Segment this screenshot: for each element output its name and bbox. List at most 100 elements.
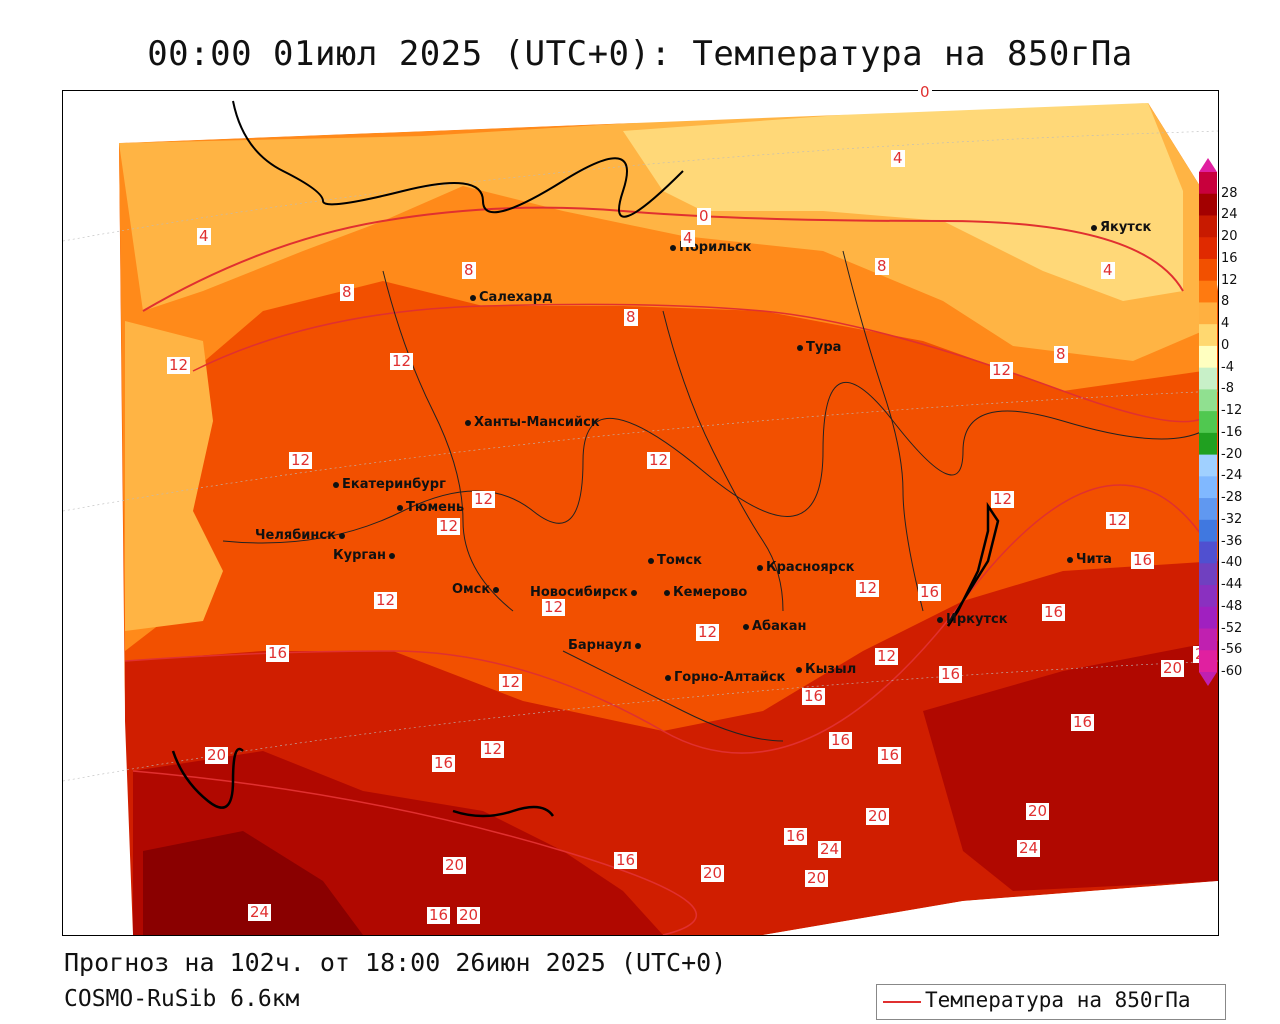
colorbar-swatch (1199, 454, 1217, 477)
contour-label: 12 (167, 356, 191, 374)
contour-label: 16 (784, 827, 808, 845)
colorbar-swatch (1199, 237, 1217, 260)
colorbar-tick-label: -8 (1221, 381, 1234, 397)
outside-domain-se (763, 881, 1218, 935)
colorbar-swatch (1199, 389, 1217, 412)
contour-label: 8 (340, 283, 354, 301)
city-dot (338, 532, 345, 539)
contour-label: 20 (866, 807, 890, 825)
city-dot (757, 564, 763, 571)
city-kurgan: Курган (333, 548, 398, 563)
contour-label: 12 (990, 361, 1014, 379)
colorbar-tick-label: 12 (1221, 272, 1238, 288)
colorbar-tick-label: -36 (1221, 533, 1243, 549)
colorbar-tick-label: -20 (1221, 446, 1243, 462)
colorbar-tick-label: -56 (1221, 642, 1243, 658)
colorbar-tick-label: -60 (1221, 664, 1243, 679)
contour-label: 12 (991, 490, 1015, 508)
colorbar-swatch (1199, 606, 1217, 630)
contour-label: 24 (818, 840, 842, 858)
contour-label: 0 (918, 83, 932, 101)
colorbar-tick-label: 8 (1221, 294, 1230, 310)
contour-label: 12 (696, 623, 720, 641)
contour-label: 12 (875, 647, 899, 665)
contour-label: 20 (457, 906, 481, 924)
contour-label: 0 (697, 207, 711, 225)
city-khanty-mansiysk: Ханты-Мансийск (465, 415, 600, 430)
contour-label: 16 (1131, 551, 1155, 569)
map-canvas (63, 91, 1218, 935)
contour-label: 12 (437, 517, 461, 535)
city-gorno-altaysk: Горно-Алтайск (665, 670, 785, 685)
colorbar-tick-label: -48 (1221, 598, 1243, 614)
contour-label: 12 (390, 352, 414, 370)
contour-label: 16 (939, 665, 963, 683)
contour-label: 8 (1054, 345, 1068, 363)
city-name: Курган (333, 548, 386, 563)
city-dot (634, 642, 641, 649)
colorbar-tick-label: -24 (1221, 468, 1243, 484)
colorbar-tick-label: -28 (1221, 490, 1243, 506)
city-dot (797, 344, 803, 351)
isotherm-line (192, 303, 1215, 423)
city-yakutsk: Якутск (1091, 220, 1151, 235)
model-name: COSMO-RuSib 6.6км (64, 986, 300, 1012)
contour-label: 20 (443, 856, 467, 874)
zone-24 (143, 831, 363, 935)
city-dot (470, 294, 476, 301)
city-name: Тура (806, 340, 842, 355)
city-chita: Чита (1067, 552, 1112, 567)
colorbar-tick-label: -44 (1221, 577, 1243, 593)
contour-label: 24 (248, 903, 272, 921)
city-name: Новосибирск (530, 585, 628, 600)
zone-20-east (923, 641, 1218, 891)
colorbar-swatch (1199, 280, 1217, 303)
contour-label: 16 (1071, 713, 1095, 731)
city-name: Кызыл (805, 662, 857, 677)
coastline (232, 100, 684, 218)
colorbar-swatch (1199, 172, 1217, 195)
city-dot (388, 552, 395, 559)
colorbar-tick-label: 4 (1221, 316, 1230, 332)
colorbar-tick-label: 0 (1221, 337, 1230, 353)
city-name: Салехард (479, 290, 553, 305)
city-abakan: Абакан (743, 619, 807, 634)
city-dot (670, 244, 676, 251)
colorbar-swatch (1199, 411, 1217, 434)
contour-label: 20 (805, 869, 829, 887)
contour-label: 12 (1106, 511, 1130, 529)
contour-label: 8 (875, 257, 889, 275)
city-salekhard: Салехард (470, 290, 553, 305)
contour-label: 16 (878, 746, 902, 764)
colorbar-tick-label: 16 (1221, 250, 1238, 266)
colorbar-tick-label: 24 (1221, 207, 1238, 223)
city-name: Томск (657, 553, 702, 568)
colorbar-swatch (1199, 519, 1217, 543)
contour-label: 20 (701, 864, 725, 882)
colorbar-swatch (1199, 585, 1217, 608)
legend: Температура на 850гПа (876, 984, 1226, 1020)
graticule (63, 130, 1218, 242)
contour-label: 24 (1017, 839, 1041, 857)
city-dot (665, 674, 671, 681)
city-name: Норильск (679, 240, 752, 255)
city-name: Горно-Алтайск (674, 670, 786, 685)
colorbar-swatch (1199, 324, 1217, 347)
colorbar-swatch (1199, 193, 1217, 216)
city-dot (397, 504, 403, 511)
city-barnaul: Барнаул (568, 638, 644, 653)
colorbar-tick-label: -52 (1221, 620, 1243, 636)
city-name: Абакан (752, 619, 807, 634)
contour-label: 16 (829, 731, 853, 749)
city-krasnoyarsk: Красноярск (757, 560, 855, 575)
contour-label: 4 (681, 229, 695, 247)
colorbar-swatch (1199, 563, 1217, 586)
isotherm-line (132, 770, 697, 935)
city-irkutsk: Иркутск (937, 612, 1008, 627)
map-title: 00:00 01июл 2025 (UTC+0): Температура на… (147, 34, 1133, 74)
city-norilsk: Норильск (670, 240, 752, 255)
city-dot (333, 481, 339, 488)
city-kyzyl: Кызыл (796, 662, 856, 677)
city-tomsk: Томск (648, 553, 702, 568)
city-tyumen: Тюмень (397, 500, 464, 515)
